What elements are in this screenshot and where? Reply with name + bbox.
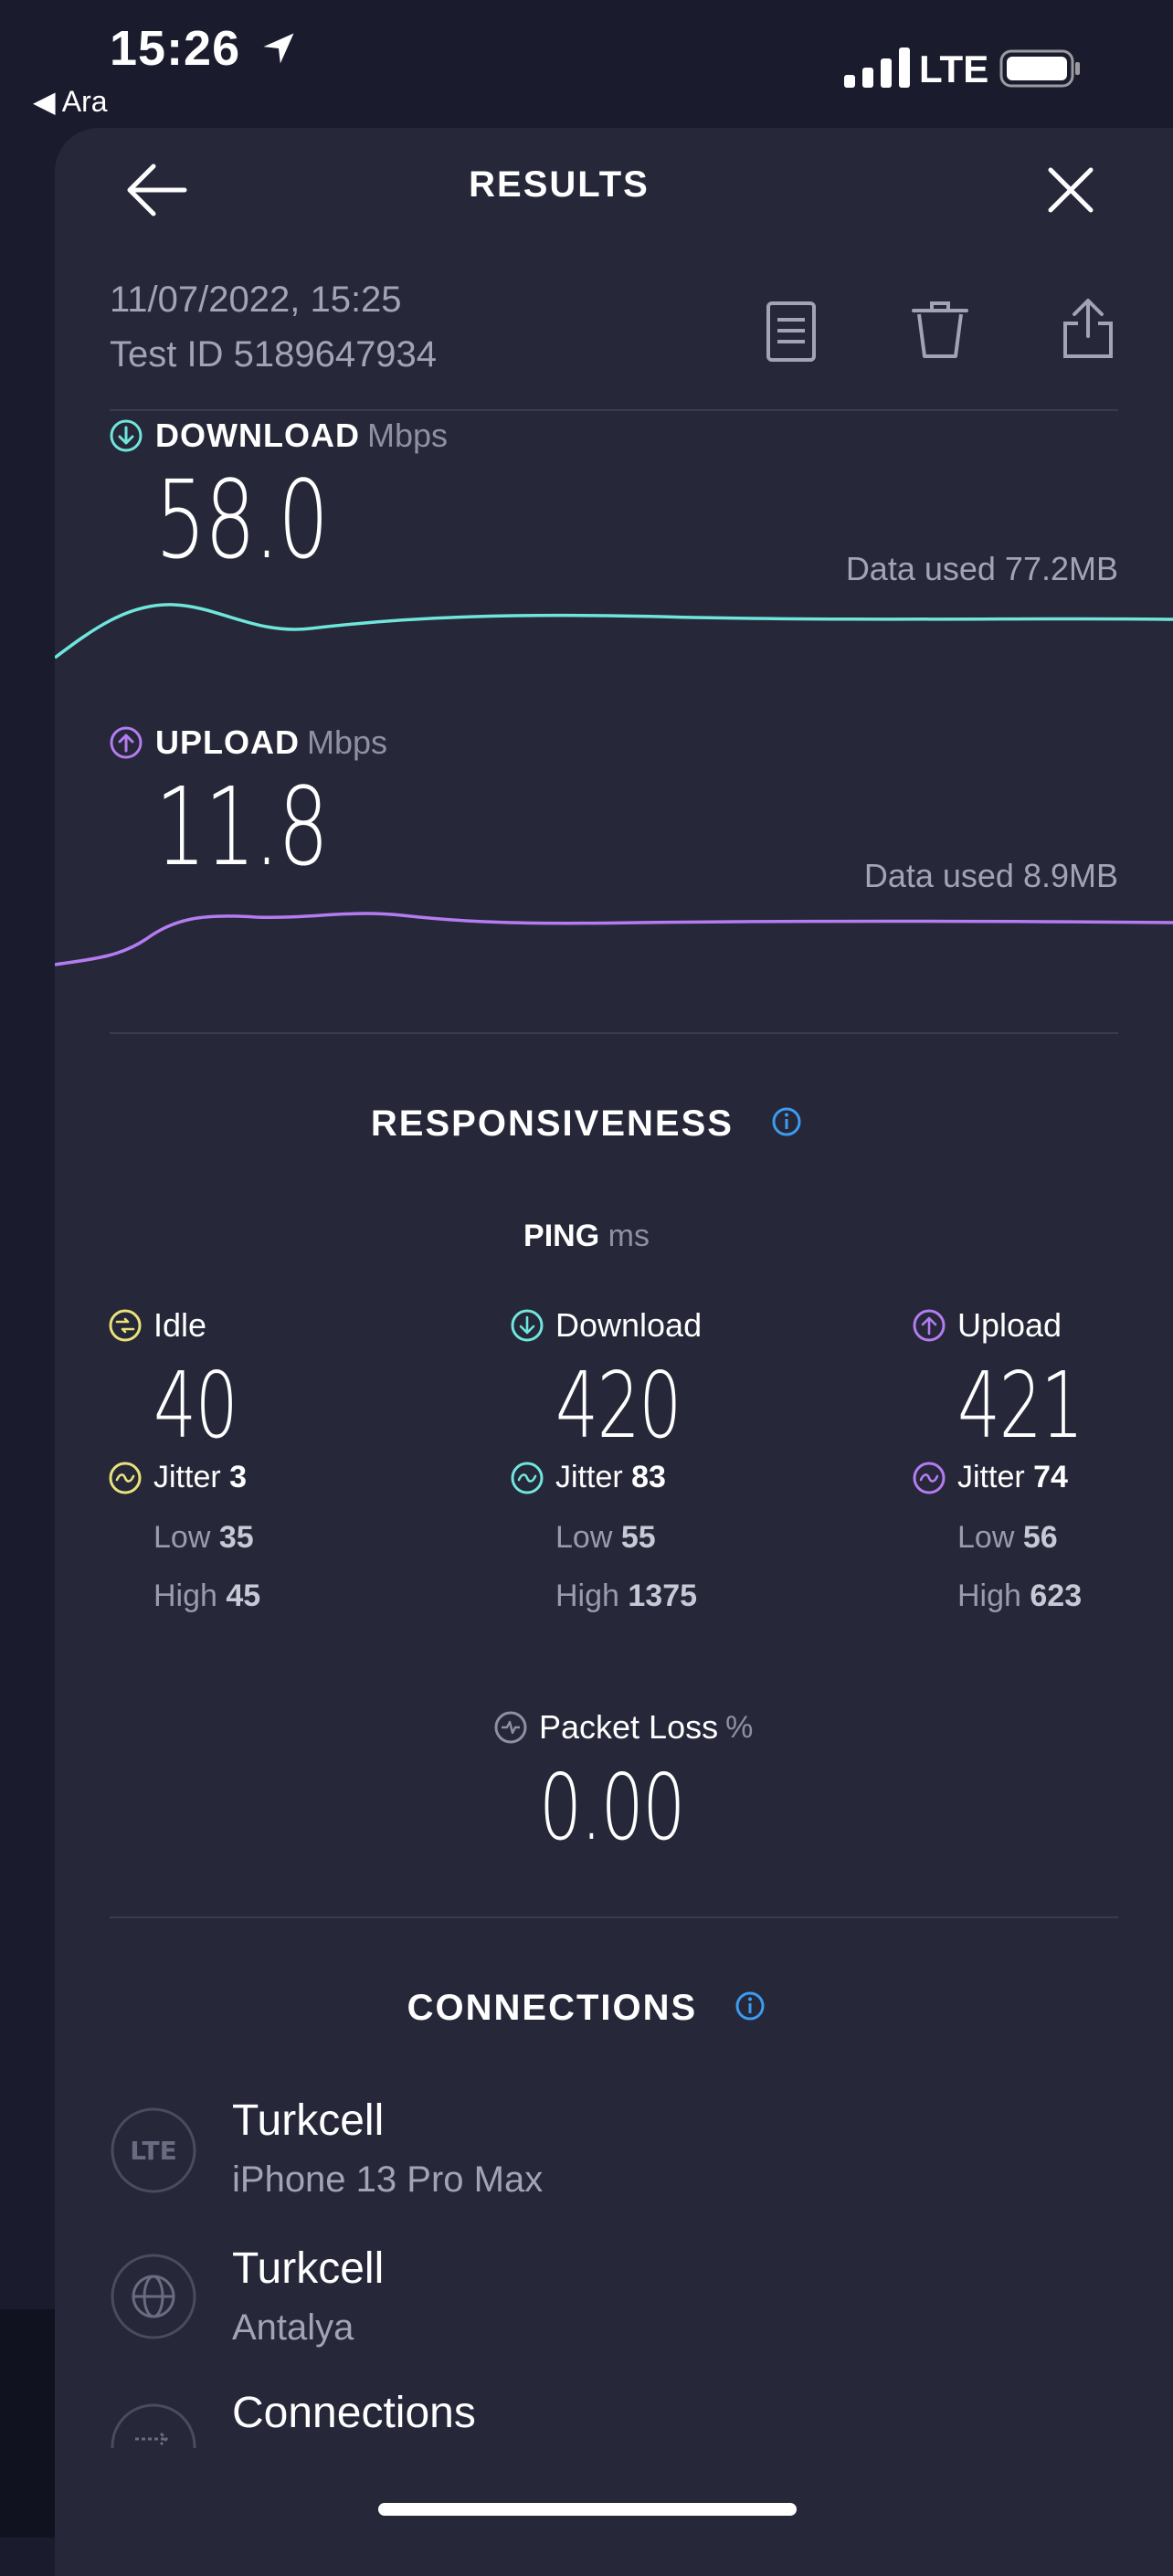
network-type: LTE xyxy=(919,48,989,90)
info-icon[interactable] xyxy=(734,1990,766,2022)
jitter-wave-icon xyxy=(913,1462,946,1494)
upload-unit: Mbps xyxy=(307,723,388,761)
connections-icon xyxy=(111,2403,196,2448)
divider xyxy=(110,1032,1118,1034)
home-indicator[interactable] xyxy=(378,2503,797,2516)
divider xyxy=(110,409,1118,411)
idle-ping-value: 40 xyxy=(153,1352,238,1459)
test-datetime: 11/07/2022, 15:25 xyxy=(110,280,402,320)
upload-jitter: Jitter 74 xyxy=(912,1460,1068,1495)
packet-loss-header: Packet Loss % xyxy=(493,1708,753,1747)
close-icon[interactable] xyxy=(1034,153,1107,227)
info-icon[interactable] xyxy=(771,1106,802,1137)
packet-loss-icon xyxy=(494,1711,527,1744)
download-ping-header: Download xyxy=(510,1306,702,1345)
connections-row-clip: Connections xyxy=(55,2393,1173,2448)
location-arrow-icon xyxy=(263,33,294,64)
background-page-strip xyxy=(0,128,55,2538)
download-data-used: Data used 77.2MB xyxy=(845,550,1118,587)
back-arrow-icon[interactable] xyxy=(121,153,194,227)
upload-high: High 623 xyxy=(957,1578,1083,1613)
upload-label: UPLOAD xyxy=(155,723,300,761)
ping-title: PING ms xyxy=(523,1219,650,1253)
packet-loss-value: 0.00 xyxy=(539,1754,685,1861)
idle-low: Low 35 xyxy=(153,1520,254,1555)
connection-server: Turkcell xyxy=(232,2244,385,2293)
divider xyxy=(110,1916,1118,1918)
upload-low: Low 56 xyxy=(957,1520,1058,1555)
back-to-app[interactable]: ◀ Ara xyxy=(33,85,108,118)
idle-high: High 45 xyxy=(153,1578,261,1613)
idle-jitter: Jitter 3 xyxy=(108,1460,247,1495)
globe-icon xyxy=(111,2254,196,2339)
idle-icon xyxy=(109,1309,142,1342)
download-speed-graph xyxy=(55,603,1173,660)
connection-location: Antalya xyxy=(232,2307,354,2348)
upload-ping-value: 421 xyxy=(957,1352,1083,1459)
lte-icon: LTE xyxy=(111,2107,196,2193)
share-icon[interactable] xyxy=(1056,296,1120,360)
upload-data-used: Data used 8.9MB xyxy=(863,857,1118,894)
upload-header: UPLOAD Mbps xyxy=(108,723,387,762)
notes-icon[interactable] xyxy=(760,300,824,364)
jitter-wave-icon xyxy=(511,1462,544,1494)
download-arrow-icon xyxy=(511,1309,544,1342)
download-value: 58.0 xyxy=(155,457,329,583)
download-arrow-icon xyxy=(110,419,143,452)
page-title: RESULTS xyxy=(469,164,650,205)
upload-ping-header: Upload xyxy=(912,1306,1062,1345)
connection-provider: Turkcell xyxy=(232,2096,385,2145)
download-jitter: Jitter 83 xyxy=(510,1460,666,1495)
battery-icon xyxy=(999,49,1080,88)
upload-speed-graph xyxy=(55,912,1173,966)
background-page-footer xyxy=(0,2309,55,2538)
trash-icon[interactable] xyxy=(908,298,972,362)
cellular-signal-icon xyxy=(844,48,910,88)
idle-ping-header: Idle xyxy=(108,1306,206,1345)
connection-device: iPhone 13 Pro Max xyxy=(232,2159,544,2200)
upload-arrow-icon xyxy=(913,1309,946,1342)
upload-arrow-icon xyxy=(110,726,143,759)
responsiveness-title: RESPONSIVENESS xyxy=(0,1103,1173,1145)
connections-title: CONNECTIONS xyxy=(0,1988,1173,2029)
upload-value: 11.8 xyxy=(155,764,329,890)
results-sheet xyxy=(55,128,1173,2576)
download-ping-value: 420 xyxy=(555,1352,682,1459)
download-header: DOWNLOAD Mbps xyxy=(108,417,448,455)
svg-text:LTE: LTE xyxy=(130,2136,176,2166)
download-unit: Mbps xyxy=(366,417,448,454)
test-id: Test ID 5189647934 xyxy=(110,334,438,375)
download-low: Low 55 xyxy=(555,1520,656,1555)
status-time: 15:26 xyxy=(110,20,299,77)
download-label: DOWNLOAD xyxy=(155,417,360,454)
download-high: High 1375 xyxy=(555,1578,698,1613)
connections-label[interactable]: Connections xyxy=(232,2393,476,2437)
jitter-wave-icon xyxy=(109,1462,142,1494)
